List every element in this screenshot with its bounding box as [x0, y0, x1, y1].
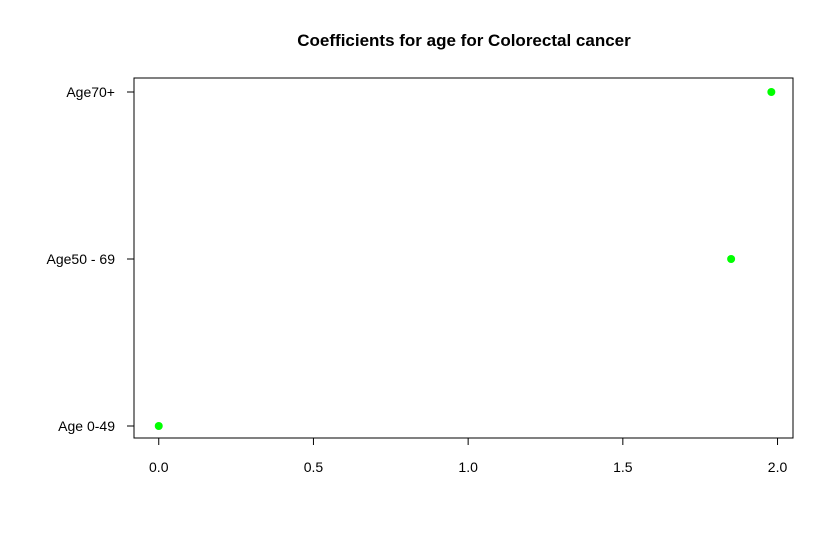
- plot-area-frame: [133, 77, 794, 439]
- data-point: [154, 422, 163, 430]
- x-tick-label: 2.0: [768, 459, 788, 475]
- data-point: [767, 88, 776, 96]
- x-tick-label: 0.0: [149, 459, 169, 475]
- y-axis: Age 0-49 Age50 - 69 Age70+: [47, 84, 135, 434]
- chart-title: Coefficients for age for Colorectal canc…: [297, 31, 631, 50]
- y-tick-label: Age 0-49: [58, 418, 115, 434]
- y-tick-label: Age50 - 69: [47, 251, 116, 267]
- x-tick-label: 1.5: [613, 459, 633, 475]
- data-points: [154, 88, 776, 430]
- x-axis: 0.0 0.5 1.0 1.5 2.0: [149, 437, 788, 475]
- y-tick-label: Age70+: [66, 84, 115, 100]
- x-tick-label: 0.5: [304, 459, 324, 475]
- data-point: [727, 255, 736, 263]
- x-tick-label: 1.0: [458, 459, 478, 475]
